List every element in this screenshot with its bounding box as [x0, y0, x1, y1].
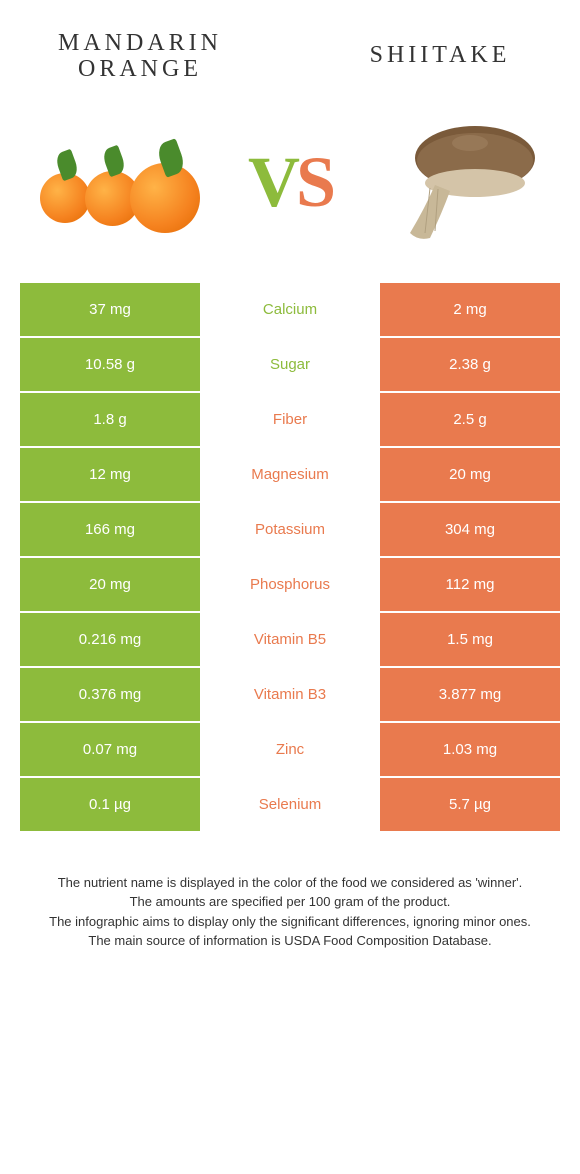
left-food-title: MANDARIN ORANGE: [40, 30, 240, 83]
right-value-cell: 1.03 mg: [380, 723, 560, 778]
left-value-cell: 0.216 mg: [20, 613, 200, 668]
vs-v-letter: V: [248, 142, 296, 222]
left-value-cell: 0.07 mg: [20, 723, 200, 778]
mandarin-orange-image: [30, 108, 210, 258]
table-row: 0.216 mgVitamin B51.5 mg: [20, 613, 560, 668]
right-value-cell: 2 mg: [380, 283, 560, 338]
nutrient-comparison-table: 37 mgCalcium2 mg10.58 gSugar2.38 g1.8 gF…: [20, 283, 560, 833]
footer-line-1: The nutrient name is displayed in the co…: [30, 873, 550, 893]
vs-s-letter: S: [296, 142, 332, 222]
left-value-cell: 166 mg: [20, 503, 200, 558]
nutrient-label-cell: Calcium: [200, 283, 380, 338]
nutrient-label-cell: Selenium: [200, 778, 380, 833]
left-value-cell: 0.1 µg: [20, 778, 200, 833]
right-value-cell: 1.5 mg: [380, 613, 560, 668]
right-value-cell: 2.5 g: [380, 393, 560, 448]
footer-line-4: The main source of information is USDA F…: [30, 931, 550, 951]
table-row: 20 mgPhosphorus112 mg: [20, 558, 560, 613]
left-value-cell: 20 mg: [20, 558, 200, 613]
nutrient-label-cell: Potassium: [200, 503, 380, 558]
header: MANDARIN ORANGE SHIITAKE: [0, 0, 580, 93]
nutrient-label-cell: Sugar: [200, 338, 380, 393]
right-value-cell: 112 mg: [380, 558, 560, 613]
nutrient-label-cell: Vitamin B3: [200, 668, 380, 723]
table-row: 0.1 µgSelenium5.7 µg: [20, 778, 560, 833]
table-row: 166 mgPotassium304 mg: [20, 503, 560, 558]
table-row: 12 mgMagnesium20 mg: [20, 448, 560, 503]
table-row: 10.58 gSugar2.38 g: [20, 338, 560, 393]
nutrient-label-cell: Zinc: [200, 723, 380, 778]
right-value-cell: 2.38 g: [380, 338, 560, 393]
right-value-cell: 3.877 mg: [380, 668, 560, 723]
nutrient-label-cell: Fiber: [200, 393, 380, 448]
table-row: 0.07 mgZinc1.03 mg: [20, 723, 560, 778]
left-value-cell: 10.58 g: [20, 338, 200, 393]
right-value-cell: 304 mg: [380, 503, 560, 558]
shiitake-image: [370, 108, 550, 258]
footer-line-2: The amounts are specified per 100 gram o…: [30, 892, 550, 912]
right-value-cell: 5.7 µg: [380, 778, 560, 833]
nutrient-label-cell: Vitamin B5: [200, 613, 380, 668]
left-value-cell: 1.8 g: [20, 393, 200, 448]
right-food-title: SHIITAKE: [340, 42, 540, 83]
table-row: 37 mgCalcium2 mg: [20, 283, 560, 338]
nutrient-label-cell: Magnesium: [200, 448, 380, 503]
footer-notes: The nutrient name is displayed in the co…: [0, 833, 580, 951]
right-value-cell: 20 mg: [380, 448, 560, 503]
left-value-cell: 0.376 mg: [20, 668, 200, 723]
table-row: 0.376 mgVitamin B33.877 mg: [20, 668, 560, 723]
left-value-cell: 37 mg: [20, 283, 200, 338]
left-value-cell: 12 mg: [20, 448, 200, 503]
nutrient-label-cell: Phosphorus: [200, 558, 380, 613]
image-row: VS: [0, 93, 580, 283]
table-row: 1.8 gFiber2.5 g: [20, 393, 560, 448]
footer-line-3: The infographic aims to display only the…: [30, 912, 550, 932]
vs-label: VS: [248, 141, 332, 224]
